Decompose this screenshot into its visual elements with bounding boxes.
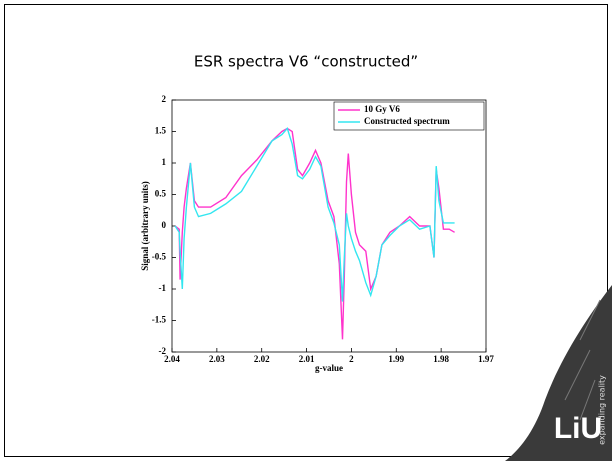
x-tick-label: 2 [349,354,354,364]
logo-text: LiU [554,412,602,445]
x-tick-label: 1.98 [433,354,449,364]
y-tick-label: -0.5 [152,252,167,262]
x-axis-label: g-value [315,363,343,373]
y-tick-label: 0 [162,220,167,230]
legend-box [333,101,485,131]
series-line [174,126,455,302]
x-tick-label: 2.02 [254,354,270,364]
y-tick-label: 2 [162,94,167,104]
y-tick-label: -2 [159,346,167,356]
legend-label: Constructed spectrum [364,116,450,126]
x-tick-label: 1.99 [388,354,404,364]
slide-title: ESR spectra V6 “constructed” [194,53,418,71]
x-tick-label: 2.01 [299,354,315,364]
slide-frame [4,4,608,457]
y-tick-label: 1 [162,157,167,167]
legend-label: 10 Gy V6 [364,104,400,114]
series-line [174,127,455,340]
chalk-scribble [564,299,601,421]
y-tick-label: 0.5 [155,189,167,199]
x-tick-label: 2.03 [209,354,225,364]
x-tick-label: 2.04 [164,354,180,364]
chart: -2 -1.5 -1 -0.5 0 0.5 1 1.5 2 2.04 2.03 2.02 2.01 2 1.… [140,94,494,373]
y-tick-label: -1.5 [152,315,167,325]
y-tick-label: 1.5 [155,126,167,136]
x-tick-label: 1.97 [478,354,494,364]
y-tick-label: -1 [159,283,167,293]
logo-tagline: expanding reality [598,375,607,445]
y-axis-label: Signal (arbitrary units) [140,181,150,271]
